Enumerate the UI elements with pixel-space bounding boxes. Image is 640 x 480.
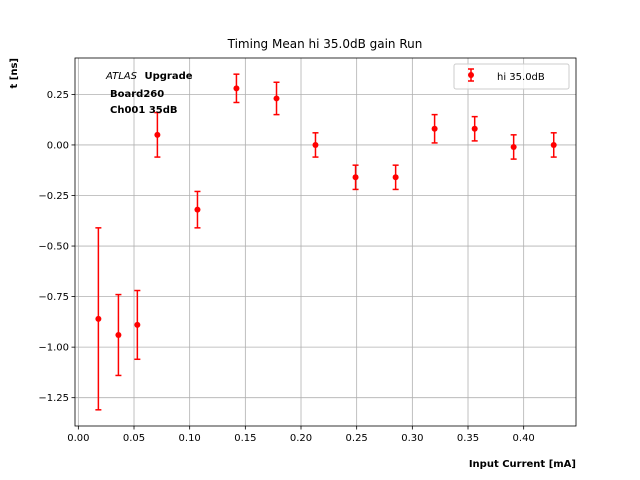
data-marker — [550, 141, 557, 148]
legend-label: hi 35.0dB — [497, 72, 545, 83]
data-point — [154, 111, 161, 158]
data-point — [194, 190, 201, 229]
y-tick-label: 0.00 — [47, 140, 69, 151]
data-point — [392, 164, 399, 191]
x-tick-label: 0.20 — [290, 433, 312, 444]
y-tick-label: −0.50 — [38, 242, 69, 253]
data-marker — [392, 174, 399, 181]
x-tick-label: 0.00 — [67, 433, 89, 444]
data-point — [115, 293, 122, 377]
x-tick-label: 0.25 — [346, 433, 368, 444]
data-point — [134, 289, 141, 361]
data-marker — [233, 85, 240, 92]
atlas-annotation: ATLAS Upgrade Board260 Ch001 35dB — [105, 71, 193, 116]
data-marker — [154, 131, 161, 138]
data-point — [471, 115, 478, 142]
annotation-board: Board260 — [110, 89, 164, 100]
annotation-upgrade: Upgrade — [144, 71, 192, 82]
data-marker — [312, 141, 319, 148]
grid-lines — [75, 58, 576, 426]
svg-text:ATLAS Upgrade: ATLAS Upgrade — [105, 71, 193, 82]
legend-marker — [468, 68, 474, 82]
data-point — [95, 227, 102, 411]
annotation-channel: Ch001 35dB — [110, 105, 178, 116]
data-marker — [510, 143, 517, 150]
axis-ticks: 0.00 0.05 0.10 0.15 0.20 0.25 0.30 0.35 0.40 0.25… — [38, 90, 534, 444]
data-point — [273, 81, 280, 116]
data-point — [312, 132, 319, 158]
legend: hi 35.0dB — [453, 63, 570, 90]
y-axis-label: t [ns] — [9, 58, 20, 88]
x-tick-label: 0.05 — [123, 433, 145, 444]
x-tick-label: 0.10 — [179, 433, 201, 444]
x-tick-label: 0.40 — [513, 433, 535, 444]
y-tick-label: −0.75 — [38, 292, 69, 303]
data-marker — [273, 95, 280, 102]
data-marker — [431, 125, 438, 132]
legend-box — [453, 63, 570, 90]
annotation-atlas: ATLAS — [105, 71, 138, 82]
chart-title: Timing Mean hi 35.0dB gain Run — [227, 37, 423, 51]
y-tick-label: −1.00 — [38, 343, 69, 354]
data-point — [431, 113, 438, 144]
x-tick-label: 0.30 — [401, 433, 423, 444]
data-marker — [95, 315, 102, 322]
data-point — [550, 132, 557, 158]
data-marker — [471, 125, 478, 132]
plot-area-frame — [74, 57, 577, 427]
data-marker — [115, 332, 122, 339]
x-tick-label: 0.35 — [457, 433, 479, 444]
data-point — [352, 164, 359, 191]
data-series — [95, 73, 557, 411]
data-point — [510, 134, 517, 160]
legend-dot — [468, 72, 474, 78]
y-tick-label: −0.25 — [38, 191, 69, 202]
data-marker — [352, 174, 359, 181]
data-point — [233, 73, 240, 104]
y-tick-label: 0.25 — [47, 90, 69, 101]
x-tick-label: 0.15 — [234, 433, 256, 444]
y-tick-label: −1.25 — [38, 393, 69, 404]
data-marker — [134, 321, 141, 328]
x-axis-label: Input Current [mA] — [469, 459, 576, 470]
data-marker — [194, 206, 201, 213]
